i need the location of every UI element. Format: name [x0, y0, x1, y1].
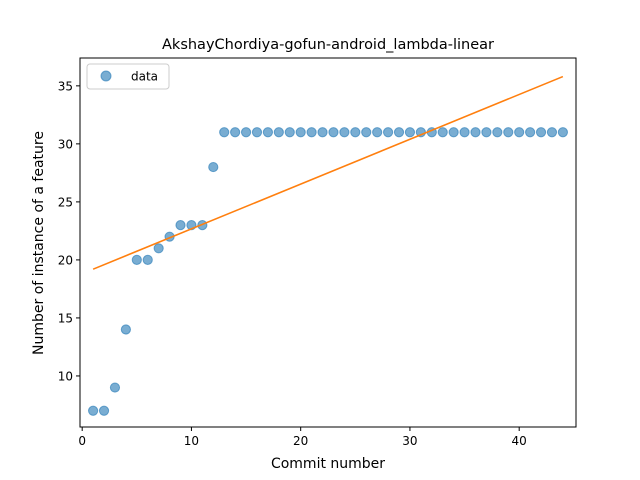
legend-frame [86, 63, 170, 90]
data-point [306, 127, 317, 138]
data-point [131, 254, 142, 266]
x-tick-label: 30 [402, 434, 417, 448]
x-axis: 0 10 20 30 40 [78, 427, 527, 448]
data-point [120, 324, 131, 335]
x-tick-label: 40 [512, 434, 527, 448]
legend-marker [100, 70, 112, 82]
x-tick-label: 20 [293, 434, 308, 448]
data-point [546, 127, 558, 138]
chart-title: AkshayChordiya-gofun-android_lambda-line… [162, 37, 494, 53]
y-tick-label: 25 [58, 195, 73, 209]
data-point [317, 127, 328, 138]
plot-area [79, 57, 577, 428]
data-point [273, 127, 284, 138]
y-axis: 10 15 20 25 30 35 [58, 79, 80, 383]
data-point [109, 382, 121, 393]
data-point [492, 127, 503, 138]
data-point [350, 127, 361, 138]
data-point [525, 127, 536, 138]
legend-label-data: data [131, 70, 158, 84]
y-tick-label: 35 [58, 79, 73, 93]
data-point [153, 243, 164, 254]
data-point [393, 127, 405, 138]
data-point [372, 127, 383, 138]
data-point [339, 127, 350, 138]
y-tick-label: 20 [58, 253, 73, 267]
x-tick-label: 10 [184, 434, 199, 448]
data-point [240, 127, 252, 138]
fit-line [92, 75, 564, 270]
data-point [404, 127, 416, 138]
data-point [230, 127, 241, 138]
data-point [437, 127, 448, 138]
data-point [382, 127, 394, 138]
data-point [361, 127, 372, 138]
data-point [470, 127, 481, 138]
data-point [328, 127, 339, 138]
data-point [284, 127, 295, 138]
data-point [295, 127, 306, 138]
data-point [175, 219, 186, 231]
x-axis-title: Commit number [271, 456, 385, 472]
y-tick-label: 30 [58, 137, 73, 151]
data-point [208, 161, 219, 173]
data-point [481, 127, 492, 138]
data-point [98, 405, 110, 416]
data-point [459, 127, 470, 138]
data-point [448, 127, 459, 138]
data-point [535, 127, 547, 138]
y-tick-label: 10 [58, 369, 73, 383]
data-point [251, 127, 263, 138]
data-point [514, 127, 525, 138]
data-point [88, 405, 99, 416]
data-point [503, 127, 514, 138]
x-tick-label: 0 [78, 434, 86, 448]
data-point [262, 127, 274, 138]
plot-frame [79, 57, 577, 428]
data-point [142, 254, 153, 266]
y-tick-label: 15 [58, 311, 73, 325]
data-point [219, 127, 230, 138]
legend: data [86, 63, 170, 90]
data-point [557, 127, 568, 138]
y-axis-title: Number of instance of a feature [31, 131, 47, 355]
